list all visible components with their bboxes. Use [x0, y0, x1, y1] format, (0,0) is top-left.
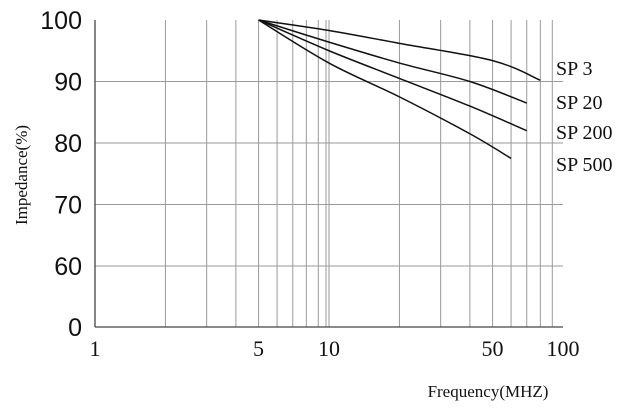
series-line-sp-500 [258, 19, 512, 160]
y-tick-label: 70 [54, 192, 82, 220]
series-label: SP 20 [556, 92, 603, 114]
series-label: SP 500 [556, 154, 613, 176]
series-label: SP 3 [556, 58, 593, 80]
y-tick-label: 60 [54, 253, 82, 281]
y-tick-label: 80 [54, 130, 82, 158]
series-line-sp-200 [258, 19, 528, 132]
y-axis-title: Impedance(%) [12, 125, 31, 225]
x-tick-label: 100 [547, 336, 580, 361]
x-tick-label: 10 [318, 336, 340, 361]
y-tick-label: 100 [40, 7, 82, 35]
x-tick-label: 50 [482, 336, 504, 361]
series-line-sp-20 [258, 19, 528, 104]
y-tick-label: 0 [68, 314, 82, 342]
x-tick-label: 1 [90, 336, 101, 361]
y-tick-label: 90 [54, 69, 82, 97]
x-tick-label: 5 [253, 336, 264, 361]
series-label: SP 200 [556, 122, 613, 144]
x-axis-title: Frequency(MHZ) [428, 382, 549, 401]
series-line-sp-3 [258, 19, 541, 81]
